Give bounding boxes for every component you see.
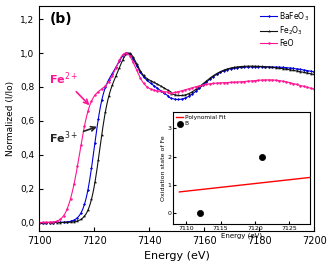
- FeO: [51, 220, 55, 223]
- Text: (b): (b): [50, 12, 73, 26]
- BaFeO$_3$: [312, 70, 316, 73]
- FeO: [124, 52, 128, 55]
- BaFeO$_3$: [164, 93, 168, 96]
- Text: Fe$^{2+}$: Fe$^{2+}$: [49, 70, 88, 104]
- Fe$_2$O$_3$: [171, 93, 175, 96]
- Line: Fe$_2$O$_3$: Fe$_2$O$_3$: [38, 51, 316, 224]
- FeO: [254, 79, 258, 82]
- Fe$_2$O$_3$: [51, 221, 55, 224]
- BaFeO$_3$: [171, 97, 175, 100]
- X-axis label: Energy (eV): Energy (eV): [144, 252, 209, 261]
- Line: FeO: FeO: [38, 52, 315, 224]
- Fe$_2$O$_3$: [304, 71, 308, 74]
- FeO: [171, 91, 175, 95]
- Legend: BaFeO$_3$, Fe$_2$O$_3$, FeO: BaFeO$_3$, Fe$_2$O$_3$, FeO: [257, 7, 312, 51]
- FeO: [304, 86, 308, 89]
- BaFeO$_3$: [304, 69, 308, 72]
- FeO: [164, 90, 168, 93]
- Text: Fe$^{3+}$: Fe$^{3+}$: [49, 127, 95, 146]
- Fe$_2$O$_3$: [37, 221, 41, 224]
- FeO: [304, 85, 308, 89]
- BaFeO$_3$: [37, 221, 41, 224]
- Fe$_2$O$_3$: [164, 87, 168, 91]
- FeO: [312, 88, 316, 91]
- Fe$_2$O$_3$: [254, 65, 258, 68]
- BaFeO$_3$: [254, 65, 258, 68]
- Fe$_2$O$_3$: [304, 71, 308, 74]
- Fe$_2$O$_3$: [126, 52, 130, 55]
- Line: BaFeO$_3$: BaFeO$_3$: [38, 52, 315, 223]
- BaFeO$_3$: [304, 69, 308, 72]
- Y-axis label: Normalized (I/Io): Normalized (I/Io): [6, 81, 15, 156]
- BaFeO$_3$: [125, 52, 129, 55]
- BaFeO$_3$: [51, 221, 55, 224]
- Fe$_2$O$_3$: [312, 73, 316, 76]
- FeO: [37, 221, 41, 224]
